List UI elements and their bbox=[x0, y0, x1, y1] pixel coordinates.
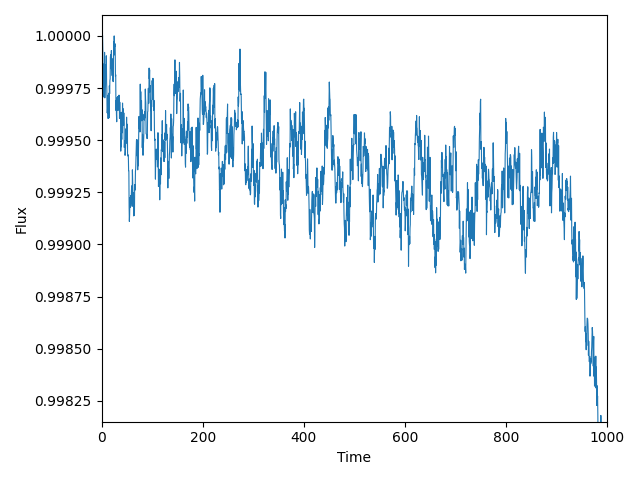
X-axis label: Time: Time bbox=[337, 451, 371, 465]
Y-axis label: Flux: Flux bbox=[15, 204, 29, 233]
